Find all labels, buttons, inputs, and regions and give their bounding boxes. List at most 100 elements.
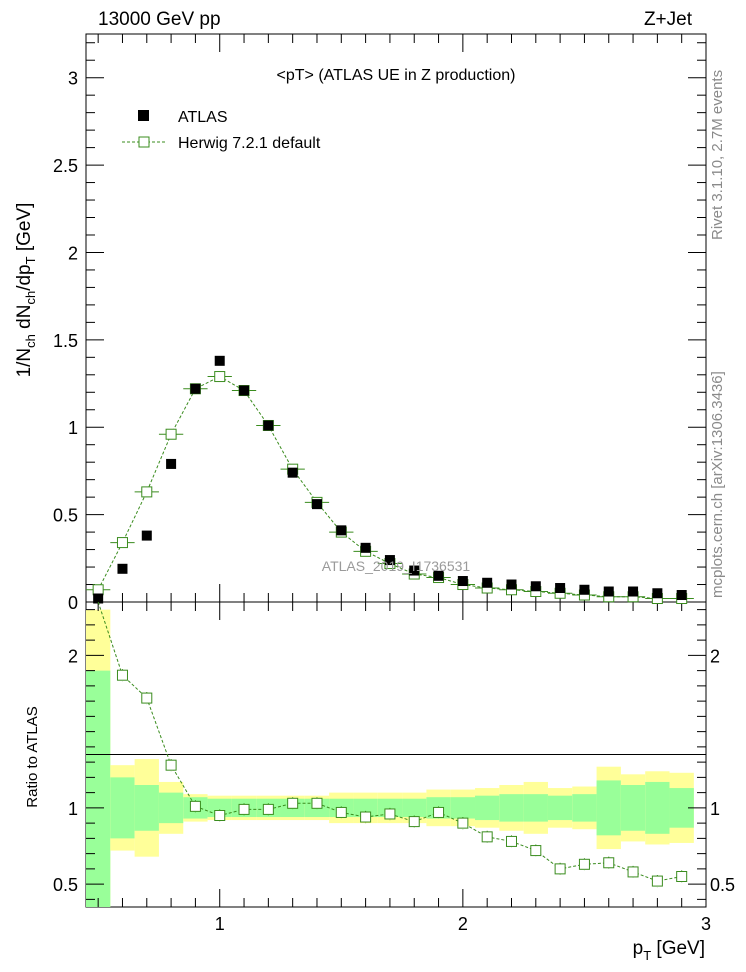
ratio-band-inner — [645, 781, 670, 834]
ratio-band-inner — [572, 794, 597, 822]
main-y-tick-label: 2.5 — [53, 156, 78, 176]
ratio-mc-point — [262, 803, 274, 815]
ratio-mc-point — [214, 810, 226, 821]
mc-point — [116, 537, 128, 549]
mc-point — [141, 486, 153, 498]
energy-label: 13000 GeV pp — [98, 9, 221, 30]
ratio-y-axis-title: Ratio to ATLAS — [24, 706, 41, 807]
mc-point — [92, 584, 104, 596]
atlas-point — [603, 586, 614, 597]
atlas-point — [530, 581, 541, 592]
ratio-mc-line — [97, 601, 682, 882]
ratio-band-inner — [620, 785, 646, 831]
axis-ticks: 0 0.5 1 1.5 2 2.5 3 0.5 0.5 1 1 2 2 1 2 3 — [53, 34, 735, 934]
ratio-band-inner — [450, 797, 476, 819]
ratio-y-tick-label-right: 1 — [710, 799, 720, 819]
atlas-point — [409, 565, 420, 576]
side-label-mcplots: mcplots.cern.ch [arXiv:1306.3436] — [709, 371, 726, 598]
main-y-tick-label: 1.5 — [53, 331, 78, 351]
ratio-mc-point — [408, 816, 420, 828]
ratio-y-tick-label-left: 0.5 — [53, 875, 78, 895]
legend-mc-label: Herwig 7.2.1 default — [178, 135, 321, 152]
ratio-mc-point — [554, 863, 566, 875]
atlas-point — [579, 584, 590, 595]
mc-point — [214, 371, 226, 383]
main-y-axis-title: 1/Nch dNch/dpT [GeV] — [14, 203, 38, 378]
ratio-mc-point — [603, 857, 615, 869]
atlas-point — [360, 542, 371, 553]
ratio-y-tick-label-right: 2 — [710, 646, 720, 666]
ratio-band-inner — [475, 795, 500, 821]
ratio-mc-point — [505, 835, 517, 847]
x-tick-label: 1 — [215, 914, 225, 934]
ratio-mc-point — [651, 875, 663, 887]
ratio-mc-point — [335, 806, 347, 818]
ratio-mc-point — [676, 871, 688, 882]
ratio-bands — [86, 609, 694, 907]
ratio-mc-point — [287, 797, 299, 809]
x-tick-label: 2 — [458, 914, 468, 934]
ratio-mc-point — [189, 800, 201, 812]
main-panel-marks — [86, 355, 694, 605]
x-axis-title: pT [GeV] — [633, 938, 705, 963]
side-label-rivet: Rivet 3.1.10, 2.7M events — [709, 70, 726, 240]
plot-title: <pT> (ATLAS UE in Z production) — [277, 67, 516, 84]
ratio-band-inner — [499, 794, 524, 822]
x-tick-label: 3 — [701, 914, 711, 934]
ratio-band-inner — [523, 794, 548, 822]
process-label: Z+Jet — [644, 9, 693, 30]
atlas-point — [263, 420, 274, 431]
ratio-mc-point — [238, 803, 250, 815]
ratio-band-inner — [353, 798, 378, 818]
ratio-band-inner — [110, 777, 135, 839]
ratio-mc-point — [141, 692, 153, 704]
ratio-mc-point — [116, 669, 128, 681]
ratio-band-inner — [547, 795, 573, 821]
ratio-band-inner — [596, 780, 621, 836]
atlas-point — [141, 530, 152, 541]
main-y-tick-label: 3 — [68, 69, 78, 89]
ratio-mc-point — [165, 759, 177, 771]
ratio-band-inner — [402, 798, 427, 818]
ratio-mc-point — [627, 866, 639, 878]
analysis-watermark: ATLAS_2019_I1736531 — [322, 558, 471, 574]
ratio-band-inner — [207, 798, 232, 818]
ratio-mc-point — [481, 831, 493, 843]
mc-point — [165, 428, 177, 440]
atlas-point — [433, 570, 444, 581]
atlas-point — [628, 586, 639, 597]
ratio-mc-point — [578, 858, 590, 870]
atlas-point — [676, 590, 687, 601]
atlas-point — [287, 467, 298, 478]
ratio-band-inner — [158, 792, 184, 824]
main-y-tick-label: 0.5 — [53, 506, 78, 526]
ratio-y-tick-label-right: 0.5 — [710, 875, 735, 895]
ratio-band-inner — [134, 785, 159, 831]
ratio-mc-point — [433, 806, 445, 818]
atlas-point — [506, 579, 517, 590]
atlas-point — [311, 499, 322, 510]
atlas-point — [336, 525, 347, 536]
ratio-y-tick-label-left: 1 — [68, 799, 78, 819]
ratio-mc-point — [311, 797, 323, 809]
ratio-y-tick-label-left: 2 — [68, 646, 78, 666]
atlas-point — [652, 588, 663, 599]
main-y-tick-label: 1 — [68, 418, 78, 438]
ratio-mc-point — [530, 845, 542, 857]
ratio-band-inner — [86, 670, 111, 907]
atlas-point — [166, 458, 177, 469]
legend-mc-marker — [138, 136, 150, 148]
legend-data-label: ATLAS — [178, 109, 228, 126]
ratio-mc-point — [384, 808, 396, 820]
atlas-point — [214, 355, 225, 366]
atlas-point — [239, 385, 250, 396]
main-y-tick-label: 2 — [68, 243, 78, 263]
atlas-point — [384, 555, 395, 566]
main-y-tick-label: 0 — [68, 593, 78, 613]
ratio-mc-point — [360, 811, 372, 823]
atlas-point — [117, 563, 128, 574]
ratio-panel-marks — [97, 601, 688, 888]
ratio-mc-point — [457, 817, 469, 829]
atlas-point — [93, 593, 104, 604]
